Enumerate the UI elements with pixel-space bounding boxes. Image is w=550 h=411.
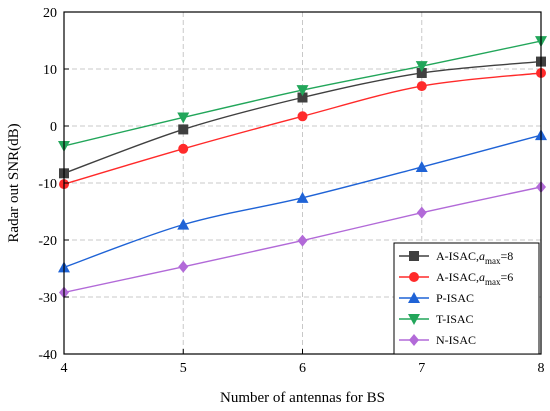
axes: 4 5 6 7 8 -40 -30 -20 -10 0 10 20 [38, 6, 544, 376]
data-point [416, 81, 427, 92]
legend-label: T-ISAC [436, 312, 474, 326]
legend-item: A-ISAC,amax=6 [399, 270, 513, 287]
series-2 [58, 129, 547, 273]
legend: A-ISAC,amax=8 A-ISAC,amax=6 P-ISAC T-ISAC N-… [393, 242, 540, 355]
x-tick-label: 4 [61, 361, 68, 376]
legend-label: P-ISAC [436, 291, 474, 305]
x-tick-label: 7 [418, 361, 425, 376]
legend-label: N-ISAC [436, 333, 476, 347]
legend-label: A-ISAC,amax=6 [436, 270, 513, 287]
legend-marker [409, 334, 419, 346]
legend-item: N-ISAC [399, 333, 476, 347]
legend-marker [409, 251, 419, 261]
x-tick-label: 5 [180, 361, 187, 376]
series-1 [59, 67, 546, 190]
legend-item: A-ISAC,amax=8 [399, 249, 513, 266]
y-tick-label: -30 [38, 291, 57, 306]
y-tick-label: 0 [50, 120, 57, 135]
data-point [297, 234, 308, 247]
legend-item: P-ISAC [399, 291, 474, 305]
data-point [415, 161, 428, 173]
x-tick-label: 6 [299, 361, 306, 376]
data-point [416, 206, 427, 219]
legend-marker [408, 292, 420, 303]
data-point [178, 260, 189, 273]
y-tick-label: 10 [43, 63, 57, 78]
y-tick-label: -10 [38, 177, 57, 192]
data-point [415, 61, 428, 73]
legend-label: A-ISAC,amax=8 [436, 249, 513, 266]
data-point [296, 191, 309, 203]
x-axis-label: Number of antennas for BS [220, 390, 385, 406]
x-tick-label: 8 [538, 361, 545, 376]
data-point [297, 111, 308, 122]
legend-marker [408, 314, 420, 325]
data-point [296, 85, 309, 97]
y-tick-label: -20 [38, 234, 57, 249]
y-axis-label: Radar out SNR(dB) [6, 123, 22, 242]
data-point [178, 143, 189, 154]
y-tick-label: -40 [38, 348, 57, 363]
data-point [416, 67, 427, 78]
legend-item: T-ISAC [399, 312, 474, 326]
y-tick-label: 20 [43, 6, 57, 21]
legend-marker [409, 272, 419, 282]
data-point [177, 112, 190, 124]
data-point [177, 218, 190, 230]
series-4 [59, 180, 546, 299]
data-point [297, 92, 308, 103]
data-point [178, 124, 189, 135]
